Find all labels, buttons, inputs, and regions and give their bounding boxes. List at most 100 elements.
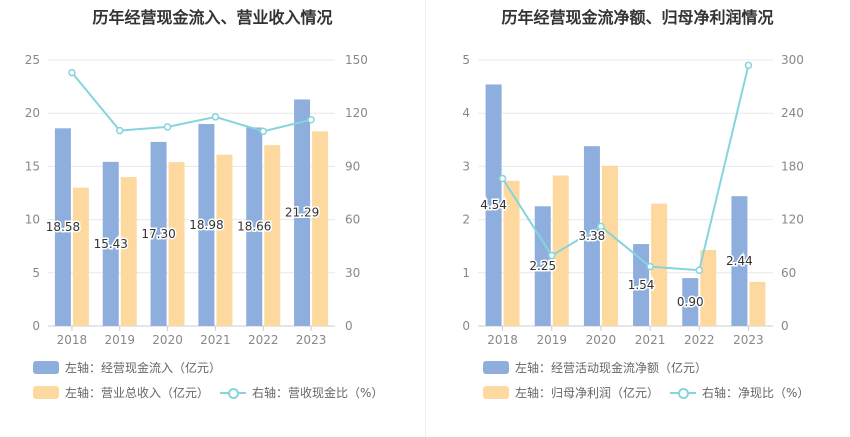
legend-swatch-line xyxy=(670,386,696,399)
y-right-tick-label: 0 xyxy=(345,319,353,333)
legend-swatch-line xyxy=(220,386,246,399)
y-right-tick-label: 240 xyxy=(781,106,804,120)
legend-label: 右轴：营收现金比（%） xyxy=(252,386,384,400)
bar-series-2 xyxy=(216,154,233,326)
y-right-tick-label: 180 xyxy=(781,159,804,173)
bar-series-2 xyxy=(72,187,89,326)
chart-plot-area: 0 0 5 30 10 60 15 90 20 120 25 150 2018 2019 2020 2021 2… xyxy=(25,53,368,347)
x-tick-label: 2018 xyxy=(57,333,88,347)
bar-series-1 xyxy=(294,99,311,327)
data-label: 17.30 xyxy=(141,227,175,241)
chart-plot-area: 0 0 1 60 2 120 3 180 4 240 5 300 2018 2019 2020 2021 202… xyxy=(462,53,804,347)
chart-panel-cash-inflow: 历年经营现金流入、营业收入情况 0 0 5 30 10 60 15 90 20 120 25 150 2… xyxy=(25,8,384,401)
y-left-tick-label: 15 xyxy=(25,159,40,173)
legend-label: 右轴：净现比（%） xyxy=(702,386,810,400)
legend-swatch-orange xyxy=(33,386,59,399)
y-right-tick-label: 150 xyxy=(345,53,368,67)
line-point xyxy=(307,116,315,124)
bar-series-1 xyxy=(54,128,71,326)
chart-title: 历年经营现金流净额、归母净利润情况 xyxy=(501,8,774,27)
bar-series-1 xyxy=(102,161,119,326)
bar-series-1 xyxy=(150,141,167,326)
x-tick-label: 2019 xyxy=(536,333,567,347)
line-point xyxy=(744,61,753,70)
legend-label: 左轴：经营活动现金流净额（亿元） xyxy=(515,361,708,375)
bar-series-2 xyxy=(264,145,281,326)
y-right-tick-label: 300 xyxy=(781,53,804,67)
data-label: 2.25 xyxy=(529,259,556,273)
x-tick-label: 2022 xyxy=(248,333,279,347)
y-left-tick-label: 25 xyxy=(25,53,40,67)
line-point xyxy=(695,266,703,274)
data-label: 4.54 xyxy=(480,198,507,212)
line-point xyxy=(646,262,654,271)
legend-item-bar-2[interactable]: 左轴：营业总收入（亿元） xyxy=(33,384,209,401)
line-point xyxy=(597,222,605,231)
y-right-tick-label: 120 xyxy=(781,213,804,227)
legend-label: 左轴：营业总收入（亿元） xyxy=(65,386,210,400)
legend-swatch-blue xyxy=(483,361,509,374)
bar-series-2 xyxy=(749,281,766,326)
data-label: 21.29 xyxy=(285,206,319,220)
x-tick-label: 2023 xyxy=(733,333,764,347)
y-right-tick-label: 60 xyxy=(781,266,796,280)
legend-label: 左轴：经营现金流入（亿元） xyxy=(65,361,222,375)
line-point xyxy=(259,127,267,136)
y-right-tick-label: 60 xyxy=(345,213,360,227)
y-left-tick-label: 4 xyxy=(462,106,470,120)
y-left-tick-label: 2 xyxy=(462,213,470,227)
y-right-tick-label: 120 xyxy=(345,106,368,120)
data-label: 15.43 xyxy=(94,237,128,251)
bar-series-2 xyxy=(312,131,329,326)
y-right-tick-label: 30 xyxy=(345,266,360,280)
line-series xyxy=(71,71,312,133)
chart-title: 历年经营现金流入、营业收入情况 xyxy=(92,8,333,27)
x-tick-label: 2020 xyxy=(152,333,183,347)
legend-item-line[interactable]: 右轴：营收现金比（%） xyxy=(220,384,383,401)
y-left-tick-label: 1 xyxy=(462,266,470,280)
line-point xyxy=(116,126,124,135)
legend-item-bar-2[interactable]: 左轴：归母净利润（亿元） xyxy=(483,384,659,401)
line-point xyxy=(163,123,172,131)
bar-series-2 xyxy=(601,165,618,326)
bar-series-1 xyxy=(246,127,263,326)
bar-series-2 xyxy=(120,177,137,326)
bar-series-1 xyxy=(682,278,699,326)
bar-series-2 xyxy=(700,249,717,326)
line-point xyxy=(211,113,220,121)
bar-series-2 xyxy=(503,180,520,326)
data-label: 3.38 xyxy=(579,229,606,243)
x-tick-label: 2019 xyxy=(104,333,135,347)
line-series xyxy=(501,65,750,272)
data-label: 18.58 xyxy=(46,220,80,234)
bar-series-1 xyxy=(583,146,600,326)
data-label: 18.98 xyxy=(189,218,223,232)
y-left-tick-label: 0 xyxy=(462,319,470,333)
legend-item-bar-1[interactable]: 左轴：经营活动现金流净额（亿元） xyxy=(483,359,707,376)
legend-item-line[interactable]: 右轴：净现比（%） xyxy=(670,384,809,401)
bar-series-1 xyxy=(633,244,650,326)
y-right-tick-label: 0 xyxy=(781,319,789,333)
bar-series-2 xyxy=(651,203,668,326)
y-left-tick-label: 0 xyxy=(32,319,40,333)
data-label: 18.66 xyxy=(237,220,271,234)
x-tick-label: 2023 xyxy=(296,333,327,347)
y-right-tick-label: 90 xyxy=(345,159,360,173)
legend-swatch-blue xyxy=(33,361,59,374)
data-label: 2.44 xyxy=(726,254,753,268)
panel-divider xyxy=(425,0,426,437)
data-label: 1.54 xyxy=(628,278,655,292)
x-tick-label: 2018 xyxy=(487,333,518,347)
y-left-tick-label: 5 xyxy=(462,53,470,67)
x-tick-label: 2022 xyxy=(684,333,715,347)
bar-series-2 xyxy=(168,162,185,326)
y-left-tick-label: 20 xyxy=(25,106,40,120)
legend-item-bar-1[interactable]: 左轴：经营现金流入（亿元） xyxy=(33,359,221,376)
legend-swatch-orange xyxy=(483,386,509,399)
line-point xyxy=(68,68,76,77)
bar-series-1 xyxy=(198,124,215,327)
line-point xyxy=(498,174,507,183)
x-tick-label: 2021 xyxy=(200,333,231,347)
legend-label: 左轴：归母净利润（亿元） xyxy=(515,386,660,400)
bar-series-1 xyxy=(731,196,748,326)
